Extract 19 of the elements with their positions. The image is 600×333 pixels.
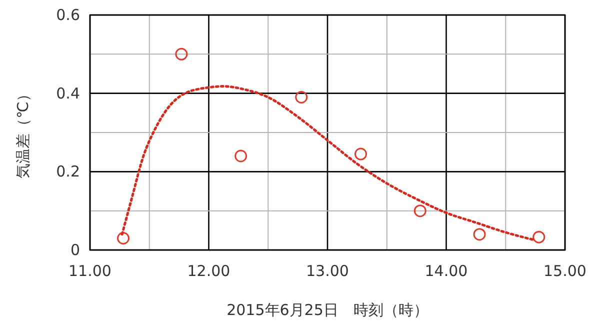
x-tick-label: 13.00 (306, 262, 349, 280)
x-tick-label: 14.00 (424, 262, 468, 280)
x-tick-label: 12.00 (187, 262, 230, 280)
point (532, 230, 546, 244)
point (234, 150, 248, 162)
point (414, 204, 426, 218)
x-tick-label: 11.00 (68, 262, 112, 280)
y-tick-label: 0.4 (56, 84, 80, 102)
y-tick-label: 0 (70, 241, 80, 259)
point (473, 228, 486, 241)
point (295, 91, 308, 104)
point (117, 232, 130, 244)
y-axis-title: 気温差（℃） (14, 86, 32, 178)
point (175, 48, 188, 60)
x-tick-label: 15.00 (544, 262, 586, 280)
x-axis-title: 2015年6月25日 時刻（時） (226, 301, 428, 319)
point (354, 148, 367, 160)
y-tick-label: 0.2 (56, 162, 80, 181)
y-tick-label: 0.6 (56, 6, 80, 24)
